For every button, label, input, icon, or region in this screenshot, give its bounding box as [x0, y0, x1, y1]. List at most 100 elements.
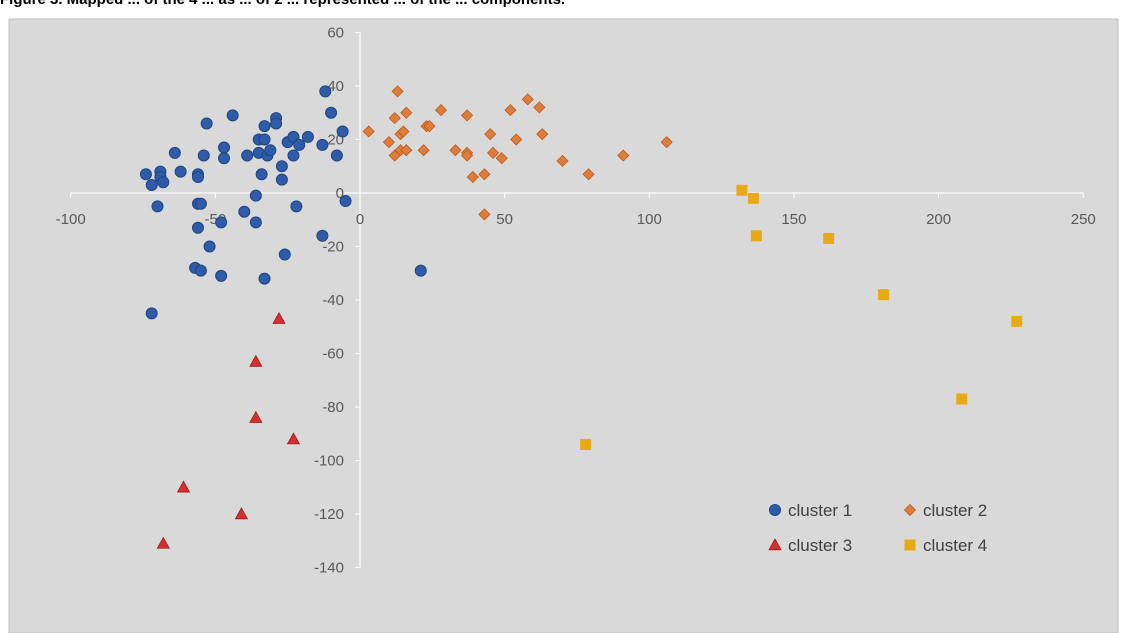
data-point: [168, 146, 181, 159]
series-1: [139, 85, 427, 320]
data-point: [249, 410, 263, 423]
data-point: [258, 272, 271, 285]
data-point: [533, 101, 546, 114]
data-point: [460, 149, 474, 162]
data-point: [580, 438, 592, 450]
data-point: [823, 232, 835, 244]
legend-marker: [904, 539, 916, 551]
data-point: [478, 208, 491, 221]
legend-item: cluster 1: [769, 501, 852, 520]
y-tick-label: -20: [322, 239, 344, 256]
y-tick-label: -40: [322, 292, 344, 309]
data-point: [157, 176, 170, 189]
data-point: [286, 432, 301, 445]
data-point: [316, 138, 329, 151]
data-point: [319, 85, 332, 98]
data-point: [382, 136, 395, 149]
legend-marker: [769, 504, 781, 516]
data-point: [234, 507, 249, 520]
y-tick-label: -80: [322, 399, 344, 416]
data-point: [258, 133, 271, 146]
data-point: [218, 141, 231, 154]
data-point: [449, 144, 462, 157]
data-point: [750, 230, 762, 242]
series-4: [580, 184, 1023, 450]
data-point: [466, 170, 479, 184]
x-tick-label: 100: [637, 211, 662, 228]
data-point: [556, 154, 569, 167]
y-tick-label: -60: [322, 346, 344, 363]
data-point: [275, 173, 288, 186]
data-point: [536, 128, 549, 141]
data-point: [423, 120, 436, 133]
data-point: [878, 289, 890, 301]
data-point: [156, 536, 170, 549]
data-point: [736, 184, 748, 196]
y-tick-label: -140: [314, 560, 344, 577]
data-point: [145, 307, 158, 320]
x-tick-label: 0: [356, 211, 364, 228]
data-point: [258, 120, 271, 133]
data-point: [391, 85, 404, 98]
data-point: [660, 136, 673, 149]
data-point: [287, 130, 300, 143]
axes: [70, 32, 1084, 568]
y-tick-label: -120: [314, 506, 344, 523]
data-point: [400, 144, 413, 157]
data-point: [191, 221, 204, 234]
y-tick-label: 0: [336, 185, 344, 202]
data-point: [521, 93, 534, 106]
data-point: [264, 144, 277, 157]
data-point: [176, 480, 191, 493]
y-tick-label: 60: [327, 25, 344, 42]
data-point: [478, 168, 491, 181]
data-point: [194, 197, 207, 210]
data-point: [275, 160, 288, 173]
data-point: [241, 149, 254, 162]
data-point: [238, 205, 251, 218]
data-point: [388, 112, 401, 125]
legend-label: cluster 4: [923, 536, 987, 555]
series-2: [362, 85, 673, 221]
legend: cluster 1 cluster 2 cluster 3 cluster 4: [768, 501, 987, 555]
data-point: [330, 149, 343, 162]
data-point: [215, 269, 228, 282]
data-point: [434, 104, 448, 117]
legend-marker: [903, 503, 917, 517]
legend-item: cluster 3: [768, 536, 852, 555]
data-point: [218, 152, 231, 165]
figure-caption: Figure 3. Mapped ... of the 4 ... as ...…: [0, 0, 565, 8]
data-points: [139, 85, 1023, 549]
data-point: [215, 216, 228, 229]
data-point: [460, 109, 474, 122]
x-tick-label: 250: [1071, 211, 1096, 228]
legend-item: cluster 4: [904, 536, 987, 555]
data-point: [270, 117, 283, 130]
x-tick-label: 50: [496, 211, 513, 228]
data-point: [287, 149, 300, 162]
y-tick-label: 40: [327, 78, 344, 95]
series-3: [156, 311, 301, 549]
data-point: [414, 264, 427, 277]
data-point: [203, 240, 216, 253]
data-point: [272, 311, 286, 324]
data-point: [151, 200, 164, 213]
data-point: [339, 195, 352, 208]
x-tick-label: 200: [926, 211, 951, 228]
data-point: [362, 125, 375, 138]
data-point: [145, 178, 158, 191]
data-point: [484, 128, 497, 141]
legend-label: cluster 1: [788, 501, 852, 520]
data-point: [1011, 315, 1023, 327]
data-point: [336, 125, 349, 138]
data-point: [400, 106, 413, 119]
data-point: [197, 149, 210, 162]
data-point: [249, 216, 262, 229]
legend-label: cluster 3: [788, 536, 852, 555]
y-tick-label: -100: [314, 453, 344, 470]
data-point: [278, 248, 291, 261]
data-point: [504, 104, 517, 117]
data-point: [293, 138, 306, 151]
